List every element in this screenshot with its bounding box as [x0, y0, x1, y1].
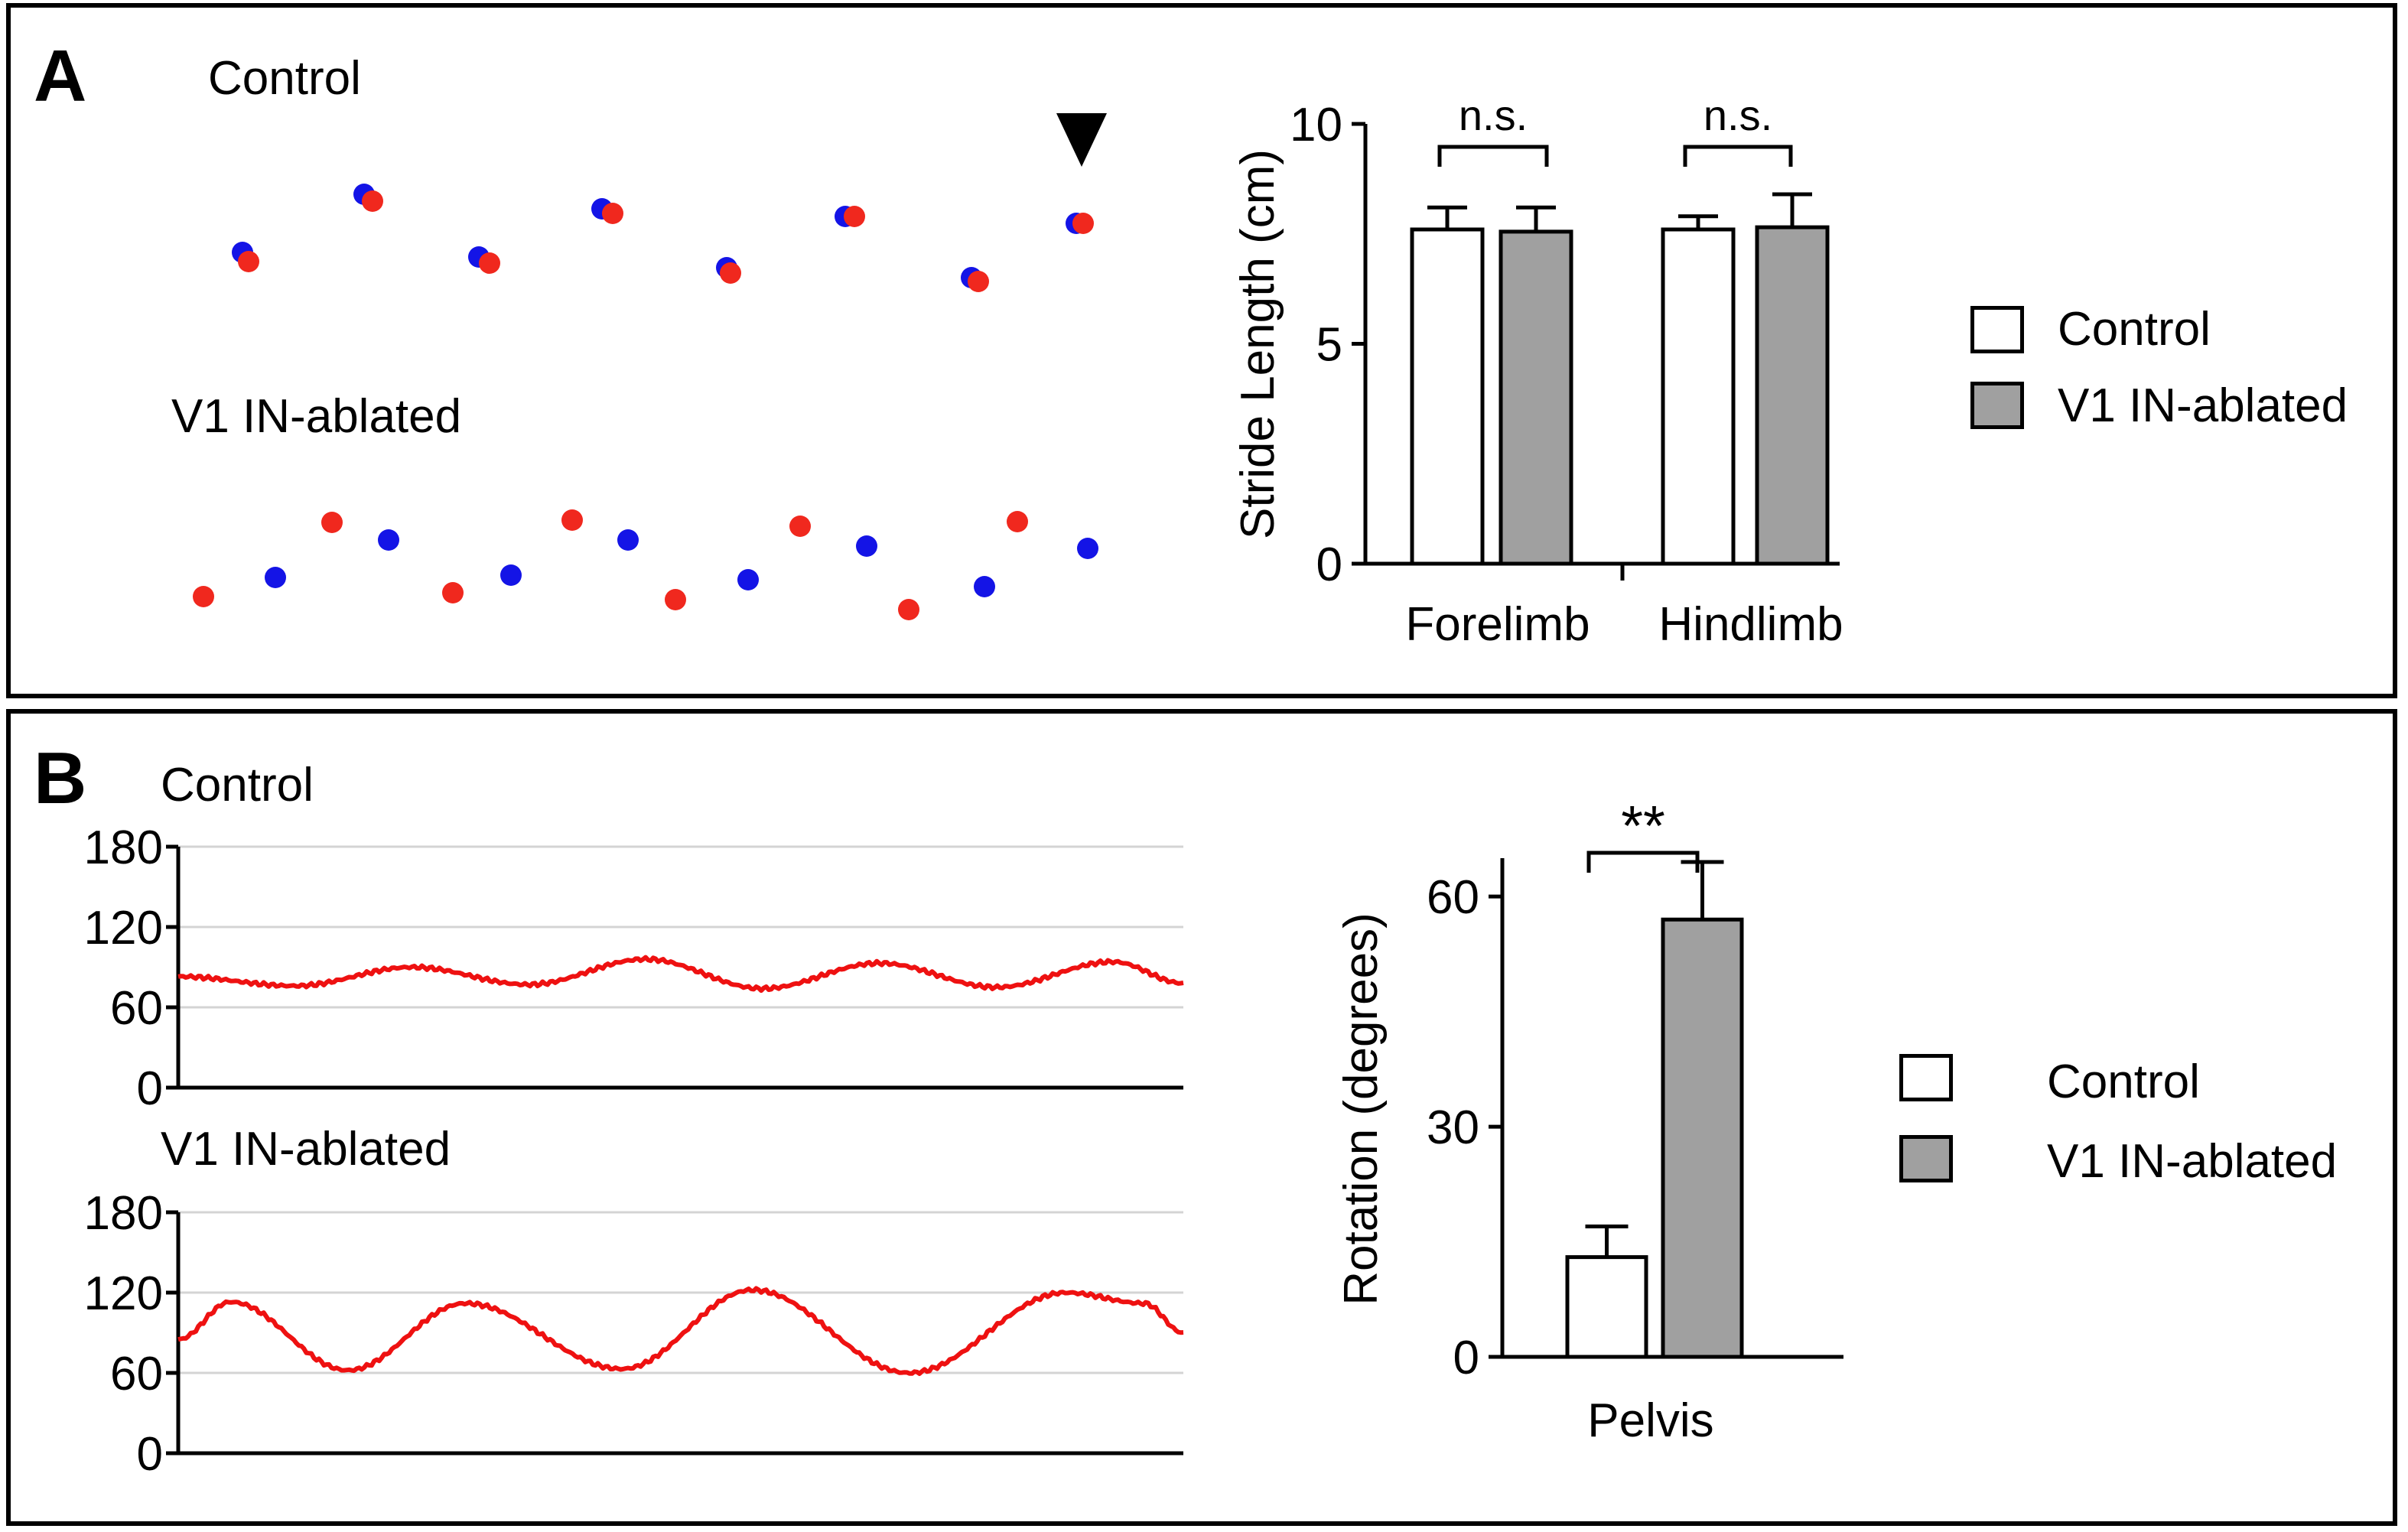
trace-line [177, 1286, 1184, 1376]
footprint-dot-red [1072, 213, 1094, 234]
legend-a-control-swatch [1970, 306, 2024, 353]
footprint-dot-blue [1077, 538, 1098, 559]
trace-ablated-title: V1 IN-ablated [161, 1123, 451, 1176]
panel-b [6, 709, 2397, 1526]
y-tick-label: 120 [84, 902, 163, 955]
panel-b-letter: B [34, 737, 87, 819]
footprint-dot-red [238, 251, 259, 272]
footprint-dot-blue [737, 569, 759, 590]
significance-label: n.s. [1703, 91, 1772, 139]
footprint-dot-red [602, 203, 623, 224]
footprint-dot-red [479, 252, 500, 274]
significance-bracket [1683, 145, 1793, 167]
footprint-dot-red [321, 512, 343, 533]
y-tick-label: 0 [137, 1428, 163, 1481]
significance-label: n.s. [1459, 91, 1528, 139]
footprint-dot-red [968, 271, 989, 292]
footprint-dot-red [561, 509, 583, 531]
footprint-dot-red [844, 206, 865, 227]
y-tick-label: 180 [84, 1187, 163, 1240]
y-tick-label: 120 [84, 1267, 163, 1320]
footprint-dot-blue [378, 529, 399, 551]
significance-label: ** [1621, 794, 1665, 857]
y-tick-label: 0 [1316, 538, 1342, 591]
legend-b-control-swatch [1899, 1054, 1953, 1101]
bar-control [1410, 227, 1485, 566]
y-tick-label: 0 [1453, 1332, 1479, 1384]
significance-bracket [1437, 145, 1549, 167]
y-tick-label: 60 [110, 982, 163, 1035]
x-category-label: Pelvis [1587, 1394, 1713, 1447]
y-tick-label: 30 [1427, 1101, 1479, 1154]
y-tick-label: 0 [137, 1062, 163, 1115]
footprint-dot-red [720, 262, 741, 284]
footprint-dot-red [362, 190, 383, 212]
bar-v1-in-ablated [1661, 917, 1744, 1359]
y-axis-label: Stride Length (cm) [1232, 149, 1284, 539]
legend-a-control-label: Control [2058, 303, 2211, 356]
footprint-dot-red [193, 586, 214, 607]
y-tick-label: 60 [1427, 871, 1479, 924]
bar-control [1565, 1255, 1648, 1359]
footprint-control-label: Control [208, 52, 361, 105]
legend-b-ablated-label: V1 IN-ablated [2047, 1135, 2338, 1188]
footprint-dot-red [898, 599, 919, 620]
trace-line [177, 955, 1184, 994]
legend-b-control-label: Control [2047, 1055, 2200, 1108]
footprint-dot-red [665, 589, 686, 610]
footprint-dot-blue [856, 535, 877, 557]
footprint-dot-red [789, 516, 811, 537]
legend-b-ablated-swatch [1899, 1135, 1953, 1182]
y-tick-label: 60 [110, 1348, 163, 1400]
bar-v1-in-ablated [1755, 225, 1830, 566]
arrowhead-icon [1056, 113, 1107, 167]
bar-v1-in-ablated [1498, 229, 1573, 566]
footprint-dot-red [442, 582, 464, 603]
footprint-dot-blue [974, 576, 995, 597]
y-tick-label: 5 [1316, 319, 1342, 372]
y-tick-label: 10 [1290, 99, 1342, 151]
bar-control [1661, 227, 1736, 566]
y-tick-label: 180 [84, 821, 163, 874]
panel-a-letter: A [34, 35, 87, 117]
x-category-label: Hindlimb [1658, 598, 1843, 651]
legend-a-ablated-swatch [1970, 382, 2024, 429]
footprint-ablated-label: V1 IN-ablated [171, 390, 462, 443]
footprint-dot-blue [265, 567, 286, 588]
footprint-dot-blue [500, 564, 522, 586]
trace-control-title: Control [161, 759, 314, 812]
legend-a-ablated-label: V1 IN-ablated [2058, 379, 2348, 432]
y-axis-label: Rotation (degrees) [1335, 912, 1388, 1306]
footprint-dot-red [1007, 511, 1028, 532]
x-category-label: Forelimb [1405, 598, 1590, 651]
footprint-dot-blue [617, 529, 639, 551]
significance-bracket [1586, 851, 1700, 873]
